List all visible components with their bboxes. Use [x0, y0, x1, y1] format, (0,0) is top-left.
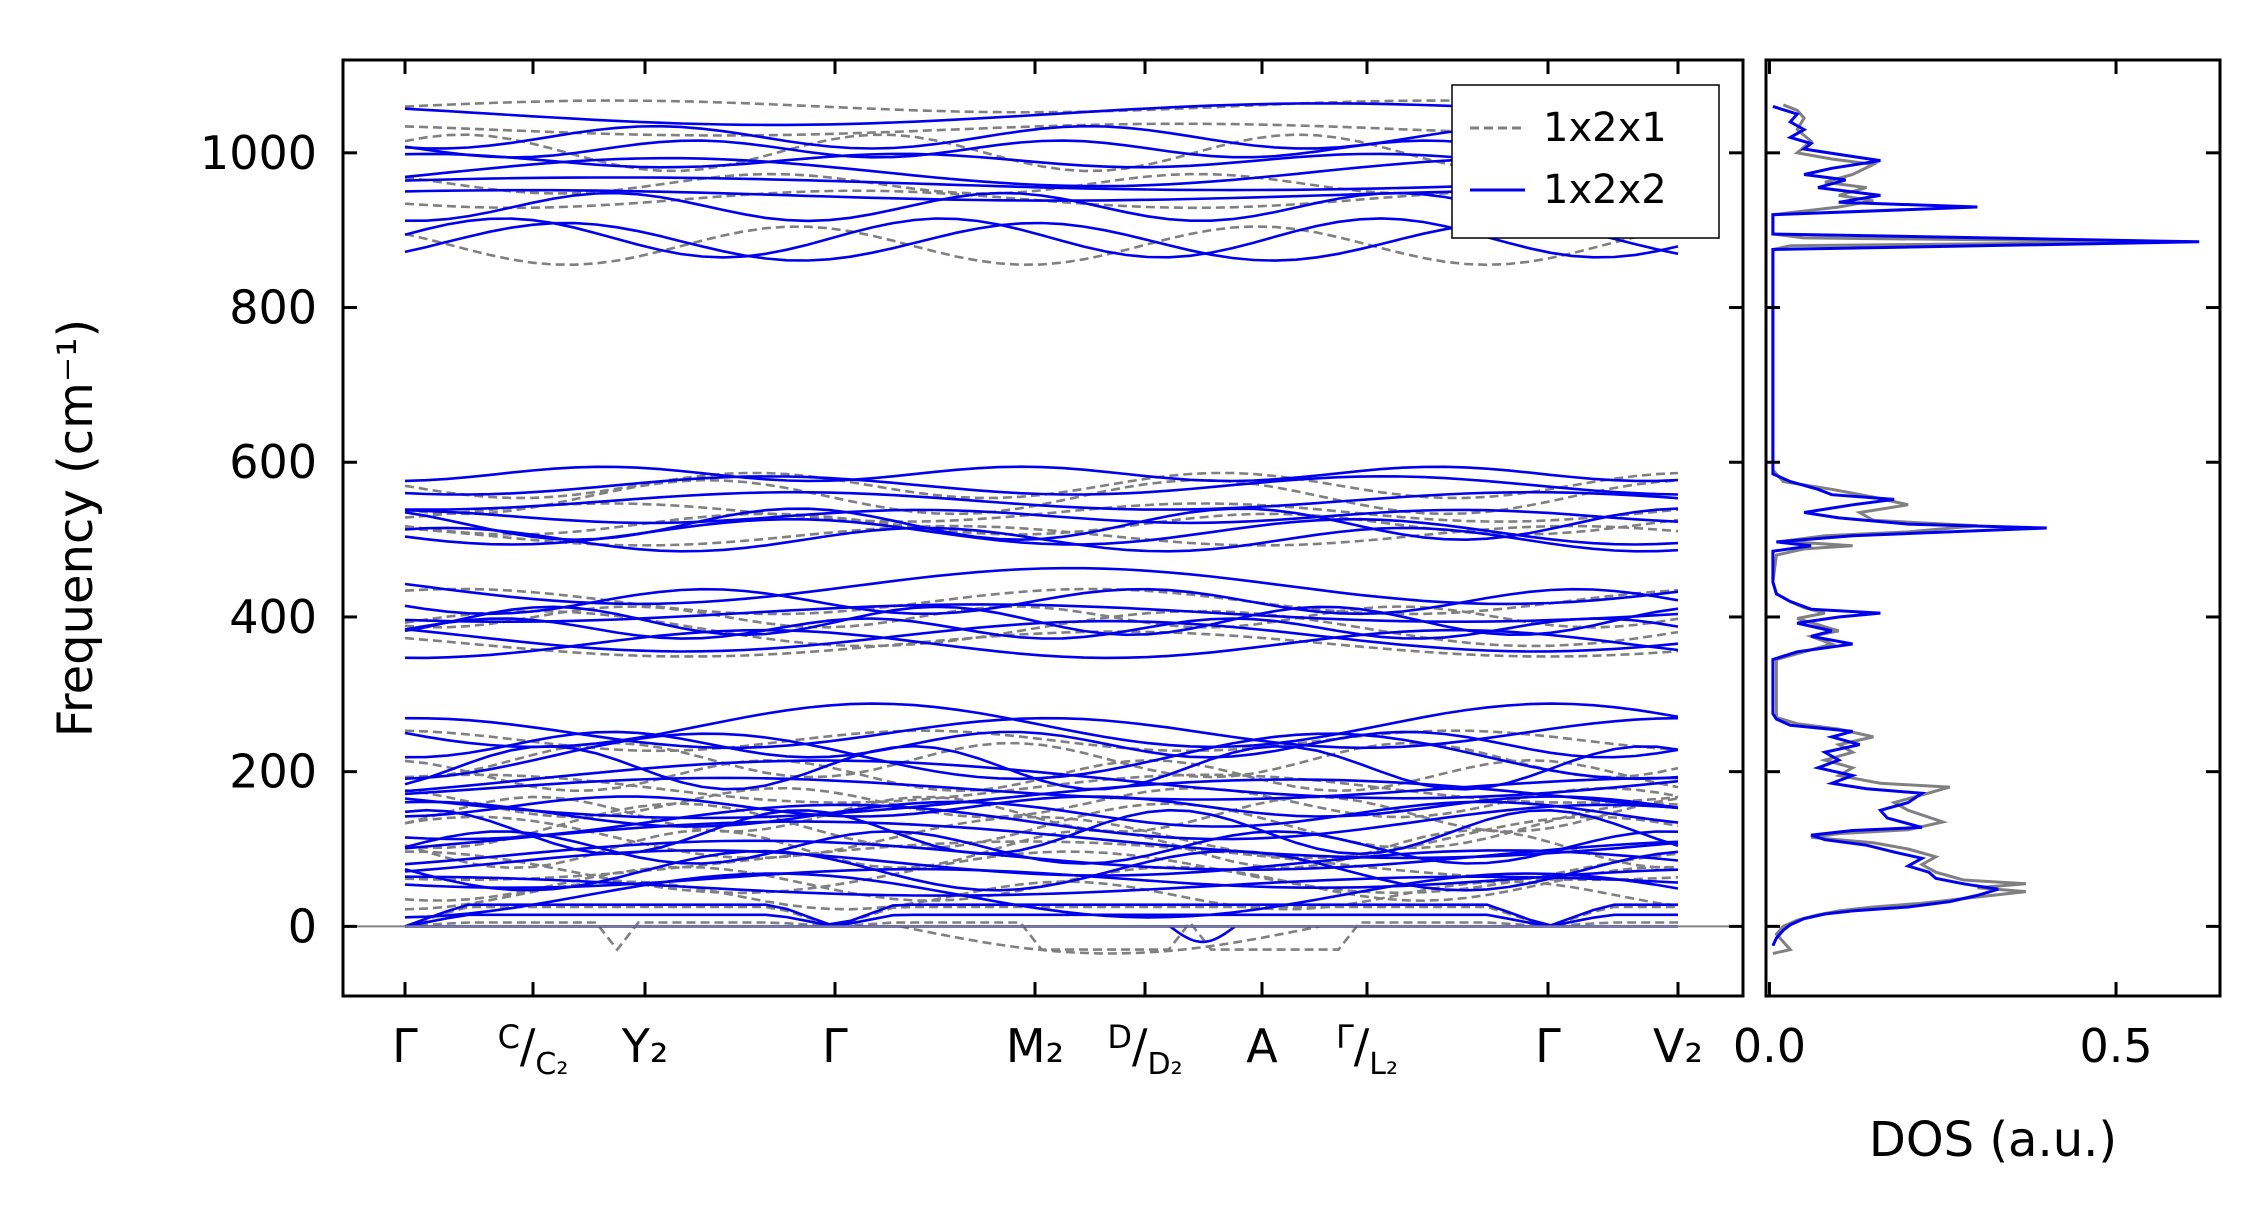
- legend: 1x2x1 1x2x2: [1451, 84, 1720, 239]
- band-1x2x2-mode-19: [404, 732, 1679, 781]
- band-ytick-label-400: 400: [229, 590, 317, 644]
- band-1x2x2-mode-26: [404, 605, 1679, 637]
- legend-label-1x2x2: 1x2x2: [1543, 167, 1667, 213]
- band-1x2x2-mode-27: [404, 603, 1679, 623]
- legend-frame: [1451, 84, 1720, 239]
- band-xtick-label-1: C/C₂: [498, 1018, 569, 1082]
- band-ytick-label-1000: 1000: [200, 126, 317, 180]
- band-1x2x1-mode-22: [404, 478, 1679, 516]
- band-ytick-label-0: 0: [288, 899, 317, 953]
- band-series-1x2x2: [404, 102, 1679, 944]
- band-structure-panel: 0 200 400 600 800 1000 Γ C/C₂ Y₂ Γ M₂ D/D₂ A Γ/L₂ Γ V₂…: [48, 58, 1745, 1082]
- dos-axes-frame: [1764, 58, 2222, 998]
- band-1x2x1-mode-10: [404, 786, 1679, 819]
- band-1x2x2-mode-35: [404, 474, 1679, 496]
- band-ytick-label-200: 200: [229, 745, 317, 799]
- band-1x2x2-mode-24: [404, 619, 1679, 653]
- band-1x2x2-mode-34: [404, 490, 1679, 511]
- band-1x2x1-mode-7: [404, 815, 1679, 860]
- band-xtick-label-0: Γ: [392, 1019, 418, 1073]
- dos-y-ticks: [1766, 151, 2220, 928]
- dos-series-1x2x2: [1771, 104, 2200, 947]
- band-y-ticks: 0 200 400 600 800 1000: [200, 126, 1743, 953]
- band-1x2x1-mode-14: [404, 729, 1679, 753]
- band-1x2x2-mode-4: [404, 875, 1679, 897]
- dos-xtick-label-1: 0.5: [2079, 1019, 2152, 1073]
- band-xtick-label-9: V₂: [1653, 1019, 1703, 1073]
- band-1x2x1-mode-21: [404, 502, 1679, 523]
- band-1x2x2-mode-9: [404, 830, 1679, 865]
- band-axes-frame: [341, 58, 1745, 998]
- band-1x2x1-mode-18: [404, 587, 1679, 616]
- band-1x2x1-negative-branch: [899, 925, 1321, 955]
- band-1x2x2-mode-2: [404, 903, 1678, 928]
- y-axis-label: Frequency (cm⁻¹): [48, 319, 104, 737]
- dos-lines: [1771, 103, 2200, 955]
- band-1x2x1-mode-19: [404, 524, 1679, 547]
- band-1x2x2-mode-33: [404, 508, 1679, 525]
- band-1x2x2-mode-1: [404, 913, 1678, 928]
- band-xtick-label-5: D/D₂: [1107, 1018, 1182, 1082]
- dos-x-ticks: 0.0 0.5: [1733, 60, 2153, 1073]
- band-1x2x1-mode-24: [404, 225, 1679, 267]
- band-1x2x2-mode-14: [404, 795, 1679, 818]
- band-xtick-label-4: M₂: [1006, 1019, 1064, 1073]
- band-1x2x2-mode-16: [404, 776, 1679, 801]
- band-1x2x2-mode-18: [404, 744, 1679, 791]
- band-1x2x2-mode-28: [404, 587, 1679, 616]
- band-xtick-label-8: Γ: [1535, 1019, 1561, 1073]
- band-xtick-label-3: Γ: [822, 1019, 848, 1073]
- band-1x2x2-mode-6: [404, 849, 1679, 892]
- band-1x2x1-mode-4: [404, 850, 1679, 895]
- band-ytick-label-800: 800: [229, 281, 317, 335]
- legend-label-1x2x1: 1x2x1: [1543, 105, 1667, 151]
- band-1x2x2-mode-21: [404, 716, 1679, 750]
- band-1x2x1-mode-16: [404, 609, 1679, 648]
- band-1x2x1-mode-23: [404, 471, 1679, 500]
- band-x-ticks: Γ C/C₂ Y₂ Γ M₂ D/D₂ A Γ/L₂ Γ V₂: [392, 60, 1703, 1082]
- band-1x2x1-mode-29: [404, 99, 1679, 114]
- band-1x2x2-mode-11: [404, 808, 1679, 856]
- band-1x2x1-mode-1: [404, 905, 1678, 928]
- band-1x2x1-mode-5: [404, 840, 1679, 882]
- band-xtick-label-6: A: [1246, 1019, 1278, 1073]
- dos-panel: 0.0 0.5 DOS (a.u.): [1733, 58, 2222, 1168]
- band-1x2x2-mode-10: [404, 820, 1679, 860]
- band-1x2x2-mode-36: [404, 465, 1679, 483]
- band-xtick-label-7: Γ/L₂: [1336, 1018, 1398, 1082]
- band-1x2x2-mode-25: [404, 617, 1679, 640]
- band-ytick-label-600: 600: [229, 435, 317, 489]
- band-1x2x2-mode-12: [404, 803, 1679, 841]
- band-1x2x1-mode-28: [404, 122, 1679, 137]
- band-xtick-label-2: Y₂: [621, 1019, 669, 1073]
- band-1x2x2-mode-20: [404, 730, 1679, 759]
- dos-xtick-label-0: 0.0: [1733, 1019, 1806, 1073]
- band-1x2x2-mode-32: [404, 507, 1679, 542]
- band-1x2x1-mode-15: [404, 630, 1679, 658]
- dos-x-axis-label: DOS (a.u.): [1869, 1112, 2117, 1168]
- band-lines: [404, 99, 1679, 955]
- band-1x2x2-mode-29: [404, 566, 1679, 606]
- band-1x2x2-negative-branch: [1169, 925, 1236, 944]
- band-1x2x2-mode-22: [404, 702, 1679, 749]
- band-1x2x2-mode-17: [404, 759, 1679, 800]
